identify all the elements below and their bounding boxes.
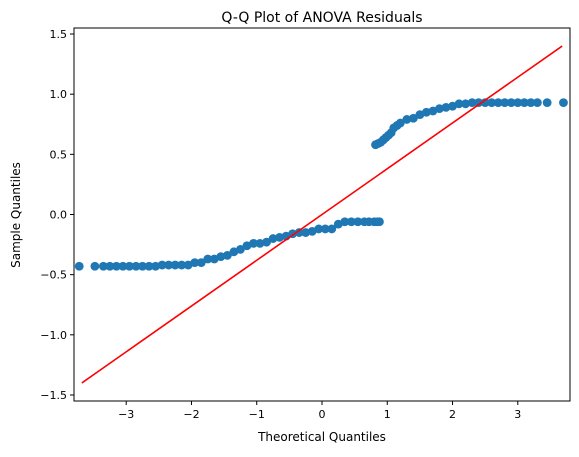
data-point [395,118,405,128]
data-point [222,251,232,260]
data-point [125,261,134,271]
data-point [408,113,418,123]
y-axis-label: Sample Quantiles [9,162,23,268]
reference-line [81,45,563,384]
data-point [255,238,265,248]
x-tick-label: 3 [514,408,521,421]
data-point [105,261,115,271]
data-point [454,99,464,109]
data-point [441,103,451,112]
data-point [506,98,516,107]
x-tick-label: 2 [449,408,456,421]
data-point [157,260,167,270]
data-point [216,252,226,262]
data-point [170,260,180,270]
data-point [74,261,84,271]
data-point [500,98,510,107]
data-point [98,261,108,271]
data-point [435,104,444,114]
y-tick-label: 1.5 [50,28,68,41]
x-tick-label: 0 [319,408,326,421]
x-tick-label: −2 [183,408,199,421]
data-point [118,261,128,271]
data-point [262,237,271,247]
data-point [467,98,477,107]
data-point [275,232,284,242]
y-tick-label: −1.5 [40,389,67,402]
x-tick-label: 1 [384,408,391,421]
x-tick-label: −1 [249,408,265,421]
data-point [144,261,154,271]
data-point [487,98,497,107]
data-point [402,115,412,124]
data-point [294,228,304,237]
data-point [422,107,431,117]
data-point [236,244,245,254]
data-point [138,261,147,271]
data-point [177,260,187,270]
data-point [542,98,552,107]
data-point [340,217,350,227]
y-tick-label: −0.5 [40,269,67,282]
plot-area [74,45,568,384]
y-tick-label: 0.0 [50,209,68,222]
y-tick-label: −1.0 [40,329,67,342]
data-point [346,217,356,227]
data-point [268,234,278,243]
data-point [131,261,141,271]
data-point [90,261,100,271]
y-tick-label: 1.0 [50,88,68,101]
data-point [249,238,258,248]
x-axis: −3 −2 −1 0 1 2 3 [118,401,521,421]
data-point [203,254,213,264]
x-tick-label: −3 [118,408,134,421]
plot-frame [73,27,571,402]
data-point [493,98,503,107]
data-point [353,217,363,227]
data-point [519,98,529,107]
data-point [532,98,542,107]
x-axis-label: Theoretical Quantiles [257,430,386,444]
data-point [320,224,330,234]
data-point [301,228,311,237]
data-point [327,224,337,234]
data-point [151,261,160,271]
data-point [164,260,174,270]
data-point [375,217,384,227]
data-point [112,261,121,271]
data-point [190,258,200,268]
data-point [474,98,484,107]
data-point [480,98,490,107]
data-point [461,99,470,109]
y-axis: −1.5 −1.0 −0.5 0.0 0.5 1.0 1.5 [40,28,74,402]
data-point [314,224,324,234]
data-point [513,98,523,107]
data-point [196,258,206,268]
chart-title: Q-Q Plot of ANOVA Residuals [221,10,422,26]
y-tick-label: 0.5 [50,148,68,161]
data-point [559,98,568,107]
data-point [526,98,536,107]
